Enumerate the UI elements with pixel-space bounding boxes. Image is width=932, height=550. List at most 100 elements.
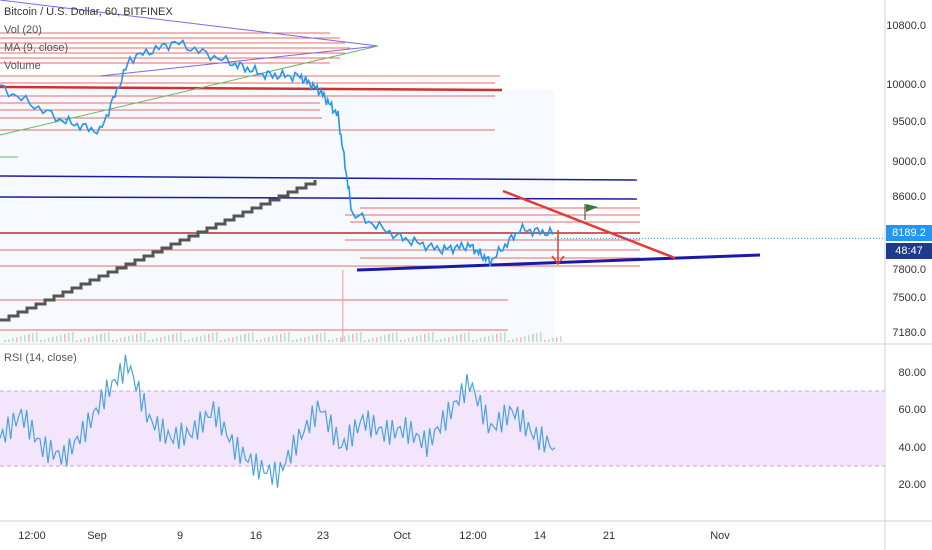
volume-bar-57 — [232, 337, 234, 342]
volume-bar-16 — [68, 333, 70, 342]
time-tick-14: 14 — [533, 530, 547, 542]
volume-bar-96 — [388, 334, 390, 342]
time-tick-9: 9 — [176, 530, 184, 542]
volume-bar-106 — [428, 333, 430, 342]
fan-line-3 — [0, 45, 379, 136]
drawing-layer — [0, 0, 761, 342]
time-tick-1200a: 12:00 — [18, 530, 46, 542]
volume-bar-26 — [108, 332, 110, 342]
rsi-label[interactable]: RSI (14, close) — [4, 352, 77, 364]
price-tick-7180: 7180.0 — [892, 327, 926, 339]
volume-bar-59 — [240, 335, 242, 342]
indicator-ma[interactable]: MA (9, close) — [4, 42, 69, 54]
volume-bar-73 — [296, 339, 298, 342]
volume-bar-51 — [208, 334, 210, 342]
rsi-tick-80: 80.00 — [898, 367, 926, 379]
volume-bar-98 — [396, 332, 398, 342]
volume-bar-89 — [360, 332, 362, 342]
volume-bar-122 — [492, 335, 494, 342]
volume-bar-83 — [336, 338, 338, 342]
volume-bar-80 — [324, 332, 326, 342]
volume-bar-2 — [12, 338, 14, 342]
volume-bar-0 — [4, 340, 6, 342]
volume-bar-13 — [56, 336, 58, 342]
volume-bar-47 — [192, 338, 194, 342]
volume-bar-108 — [436, 340, 438, 342]
volume-bar-28 — [116, 339, 118, 342]
volume-bar-46 — [188, 339, 190, 342]
volume-bar-7 — [32, 333, 34, 342]
volume-bar-84 — [340, 337, 342, 342]
volume-bar-72 — [292, 340, 294, 342]
volume-bar-104 — [420, 335, 422, 342]
volume-bar-25 — [104, 333, 106, 342]
volume-bar-37 — [152, 339, 154, 342]
volume-bar-54 — [220, 340, 222, 342]
volume-bar-114 — [460, 334, 462, 342]
volume-bar-127 — [512, 339, 514, 342]
volume-bar-130 — [524, 336, 526, 342]
price-tick-8600: 8600.0 — [892, 191, 926, 203]
volume-bar-75 — [304, 337, 306, 342]
volume-bar-112 — [452, 336, 454, 342]
rsi-band — [0, 391, 885, 466]
descending-trendline — [502, 189, 676, 260]
volume-bar-105 — [424, 334, 426, 342]
rsi-line — [0, 354, 556, 488]
volume-bar-81 — [328, 340, 330, 342]
volume-bar-138 — [556, 337, 558, 342]
price-tick-9000: 9000.0 — [892, 156, 926, 168]
volume-bar-53 — [216, 332, 218, 342]
volume-bar-110 — [444, 338, 446, 342]
flag-icon — [586, 204, 598, 212]
volume-bar-71 — [288, 332, 290, 342]
volume-bar-23 — [96, 335, 98, 342]
volume-bar-68 — [276, 335, 278, 342]
volume-bar-87 — [352, 334, 354, 342]
price-tick-10000: 10000.0 — [886, 79, 926, 91]
volume-bar-33 — [136, 334, 138, 342]
symbol-title: Bitcoin / U.S. Dollar, 60, BITFINEX — [4, 6, 173, 18]
volume-bar-8 — [36, 332, 38, 342]
price-line — [0, 38, 556, 267]
volume-bar-38 — [156, 338, 158, 342]
volume-bar-126 — [508, 340, 510, 342]
volume-bar-74 — [300, 338, 302, 342]
indicator-volume[interactable]: Volume — [4, 60, 41, 72]
indicator-vol[interactable]: Vol (20) — [4, 24, 42, 36]
volume-spike — [342, 270, 344, 342]
price-tick-7500: 7500.0 — [892, 292, 926, 304]
volume-bar-5 — [24, 335, 26, 342]
stair-step-line — [0, 180, 317, 322]
volume-bar-63 — [256, 340, 258, 342]
volume-bar-52 — [212, 333, 214, 342]
volume-bar-117 — [472, 340, 474, 342]
volume-bar-82 — [332, 339, 334, 342]
volume-bar-119 — [480, 338, 482, 342]
countdown-badge: 48:47 — [886, 243, 932, 259]
volume-bar-62 — [252, 332, 254, 342]
volume-bar-88 — [356, 333, 358, 342]
volume-bar-31 — [128, 336, 130, 342]
volume-bar-35 — [144, 332, 146, 342]
volume-bar-125 — [504, 332, 506, 342]
target-arrow-head — [551, 255, 565, 266]
volume-bar-102 — [412, 337, 414, 342]
volume-bar-32 — [132, 335, 134, 342]
volume-bar-20 — [84, 338, 86, 342]
volume-bar-41 — [168, 335, 170, 342]
time-tick-oct: Oct — [393, 530, 411, 542]
volume-bar-100 — [404, 339, 406, 342]
volume-bar-30 — [124, 337, 126, 342]
time-tick-16: 16 — [249, 530, 263, 542]
price-tick-7800: 7800.0 — [892, 264, 926, 276]
volume-bar-61 — [248, 333, 250, 342]
volume-bar-115 — [464, 333, 466, 342]
volume-bar-118 — [476, 339, 478, 342]
volume-bar-1 — [8, 339, 10, 342]
volume-bar-101 — [408, 338, 410, 342]
rsi-tick-20: 20.00 — [898, 479, 926, 491]
volume-bar-6 — [28, 334, 30, 342]
volume-bar-111 — [448, 337, 450, 342]
